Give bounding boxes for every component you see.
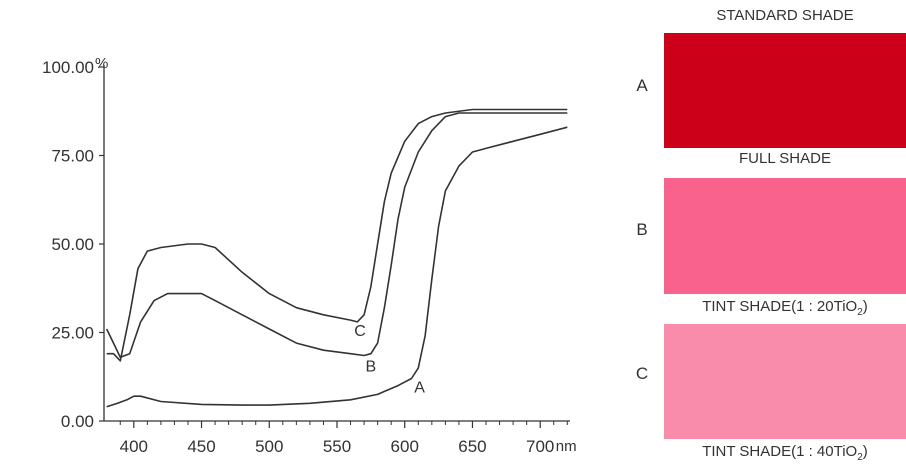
caption-standard-shade: STANDARD SHADE [716, 7, 854, 24]
x-tick-label: 450 [187, 437, 215, 456]
panel-letter-b: B [636, 220, 648, 239]
y-tick-label: 0.00 [61, 412, 94, 431]
series-layer [105, 108, 568, 408]
curve-label-a: A [414, 380, 425, 397]
curve-label-b: B [366, 358, 377, 375]
x-tick-label: 650 [458, 437, 486, 456]
x-tick-label: 700 [526, 437, 554, 456]
caption-tint-shade-40: TINT SHADE(1 : 40TiO2) [702, 443, 868, 463]
curve-label-c: C [354, 323, 366, 340]
y-tick-label: 25.00 [51, 324, 94, 343]
color-swatch-b [664, 178, 906, 294]
spectral-reflectance-chart: 400 450 500 550 600 650 700 0.00 25.00 50.00 75.00… [42, 55, 577, 456]
panel-letter-c: C [635, 364, 649, 383]
x-unit-label: nm [556, 438, 577, 455]
panel-letter-a: A [636, 76, 648, 95]
caption-tint-shade-20: TINT SHADE(1 : 20TiO2) [702, 298, 868, 318]
series-line-b [105, 112, 568, 359]
x-tick-label: 550 [323, 437, 351, 456]
chart-axes [99, 65, 570, 428]
color-swatch-c [664, 324, 906, 439]
x-tick-label: 500 [255, 437, 283, 456]
series-line-c [106, 108, 568, 362]
y-tick-label: 50.00 [51, 235, 94, 254]
labels-layer: 400 450 500 550 600 650 700 0.00 25.00 50.00 75.00… [42, 55, 577, 456]
y-unit-label: % [95, 55, 108, 72]
y-tick-label: 100.00 [42, 58, 94, 77]
y-tick-label: 75.00 [51, 147, 94, 166]
x-tick-label: 600 [391, 437, 419, 456]
series-line-a [106, 126, 568, 408]
x-tick-label: 400 [120, 437, 148, 456]
caption-full-shade: FULL SHADE [739, 150, 831, 167]
color-swatch-a [664, 33, 906, 148]
